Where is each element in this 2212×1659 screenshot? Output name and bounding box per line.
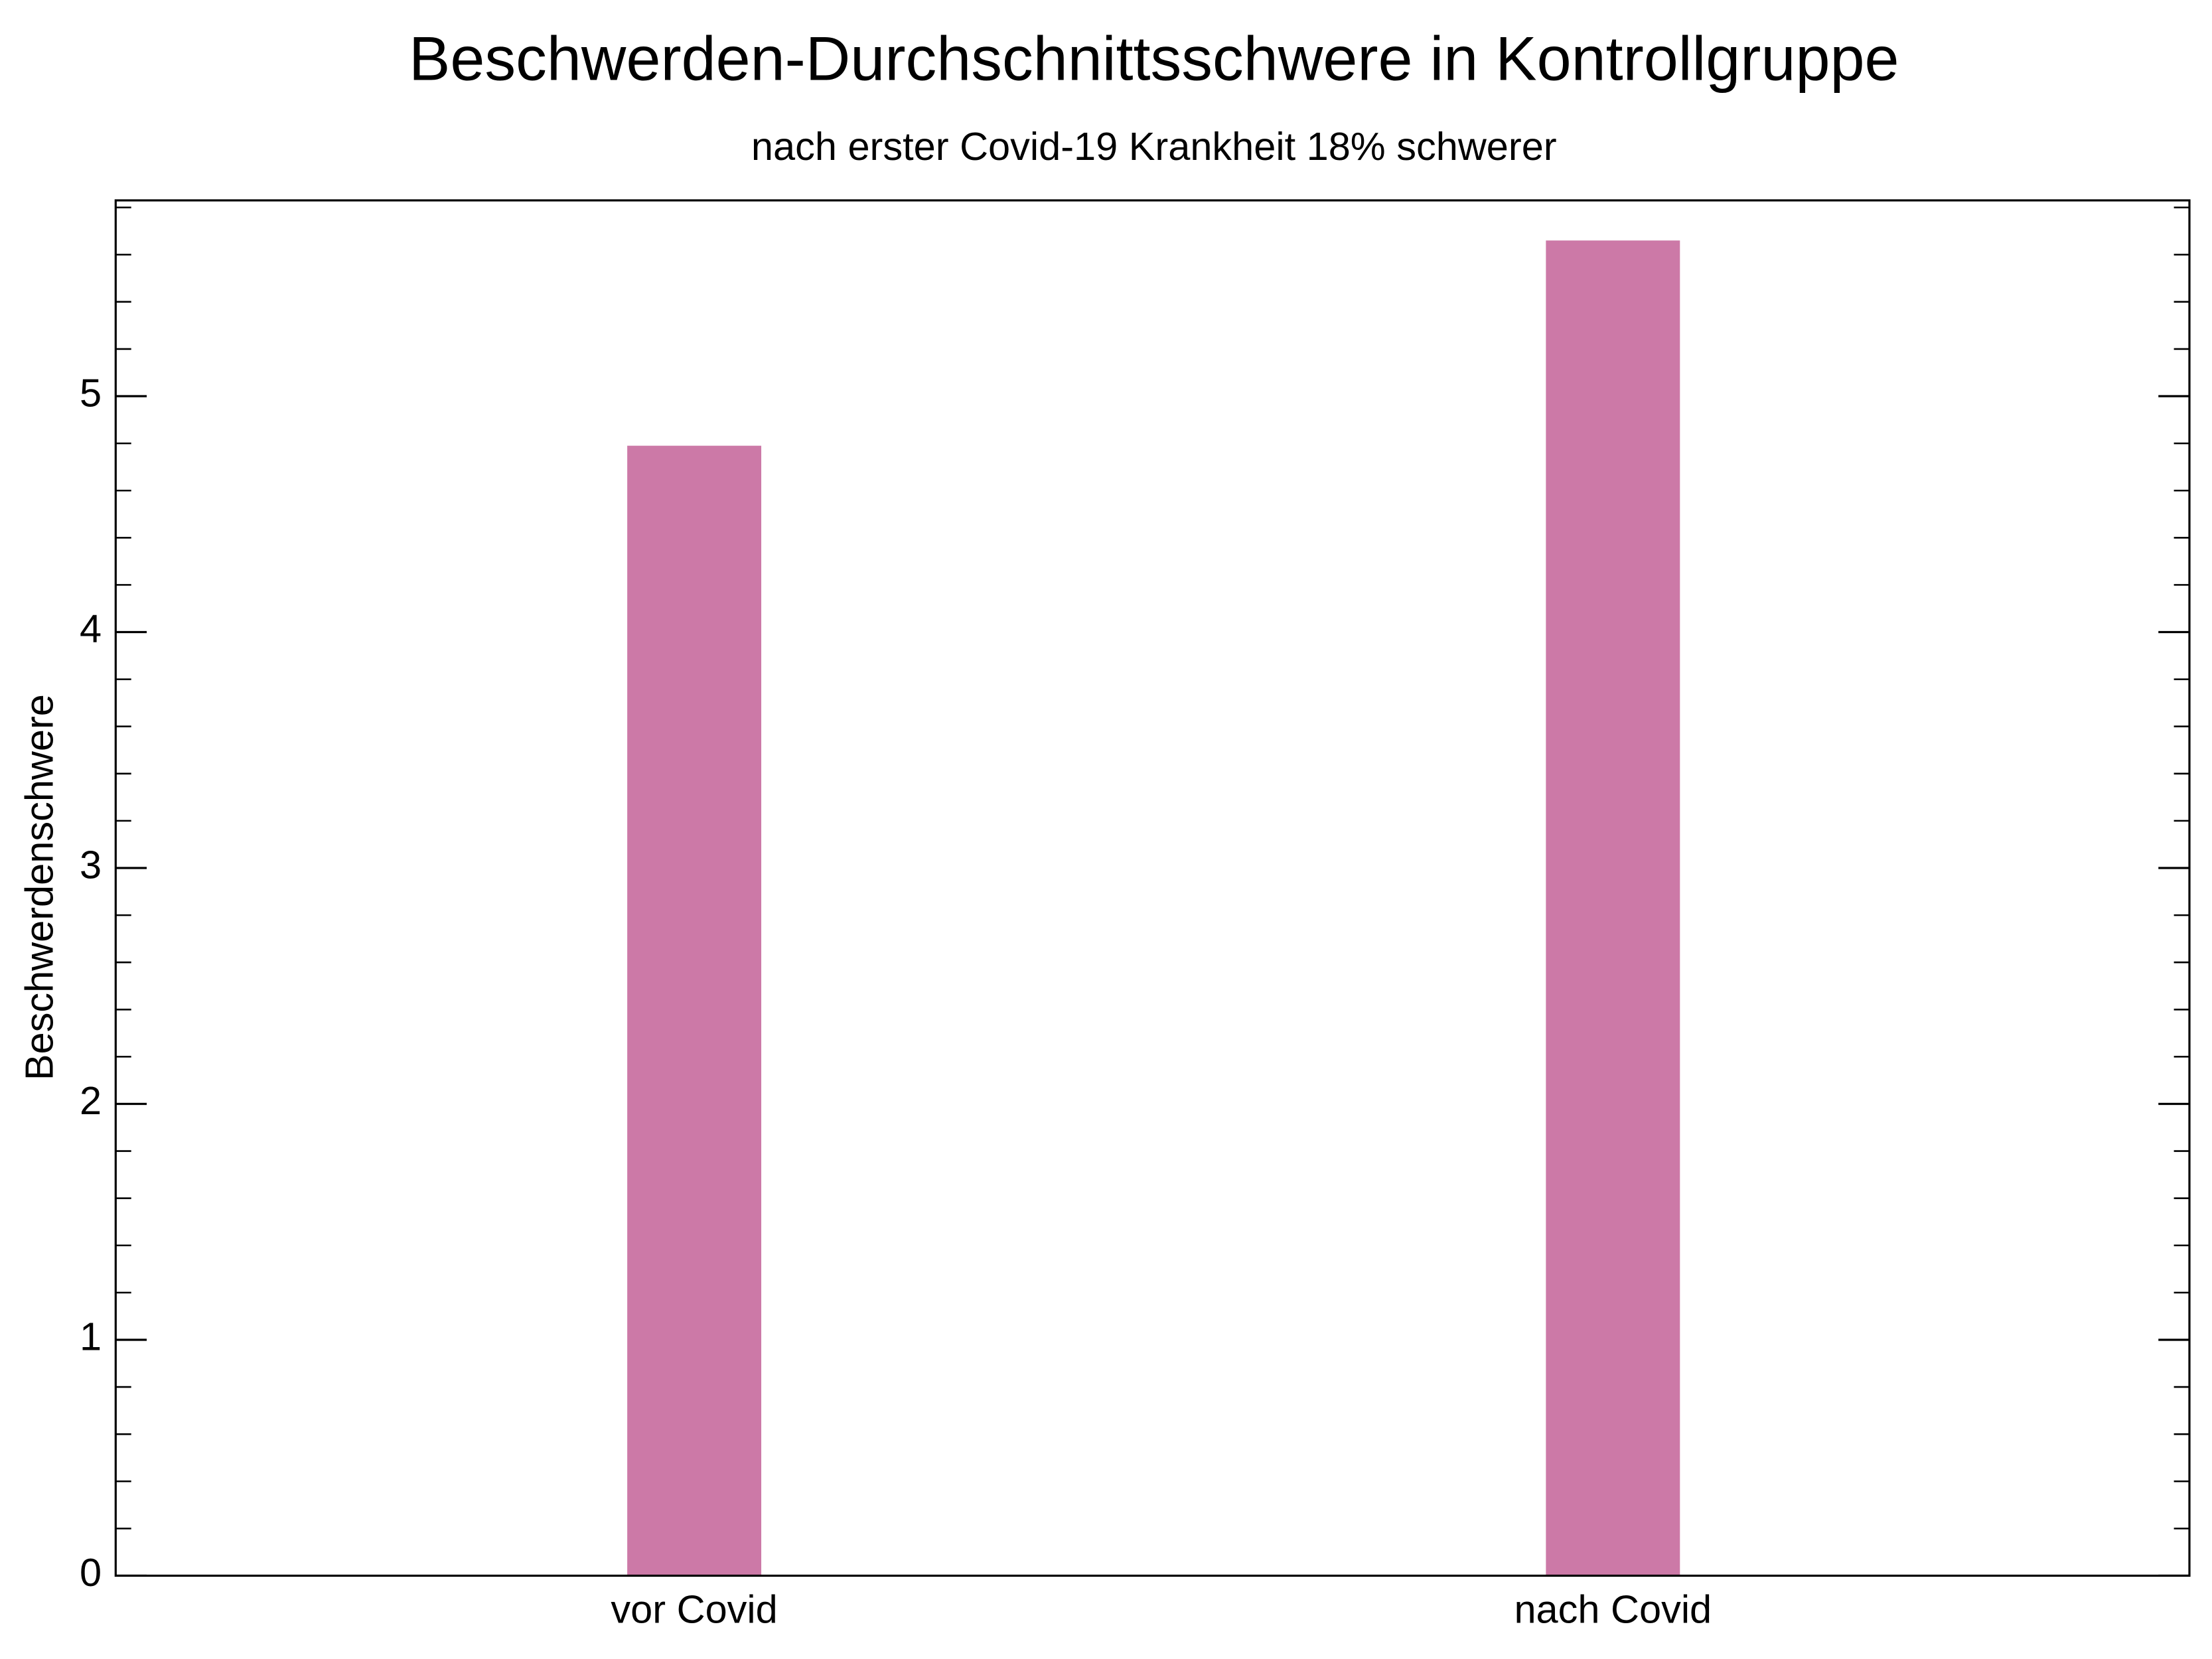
y-tick-label: 2 <box>80 1078 102 1123</box>
chart-title: Beschwerden-Durchschnittsschwere in Kont… <box>409 23 1899 93</box>
chart-subtitle: nach erster Covid-19 Krankheit 18% schwe… <box>751 124 1557 169</box>
y-tick-label: 0 <box>80 1550 102 1595</box>
y-axis-label: Beschwerdenschwere <box>17 694 61 1080</box>
x-tick-label: vor Covid <box>611 1587 777 1631</box>
bar <box>627 445 762 1576</box>
plot-frame <box>114 199 2191 1577</box>
y-tick-label: 1 <box>80 1315 102 1359</box>
bar <box>1546 240 1680 1576</box>
y-tick-label: 5 <box>80 371 102 415</box>
y-tick-label: 4 <box>80 607 102 651</box>
x-tick-label: nach Covid <box>1514 1587 1712 1631</box>
y-tick-label: 3 <box>80 843 102 887</box>
